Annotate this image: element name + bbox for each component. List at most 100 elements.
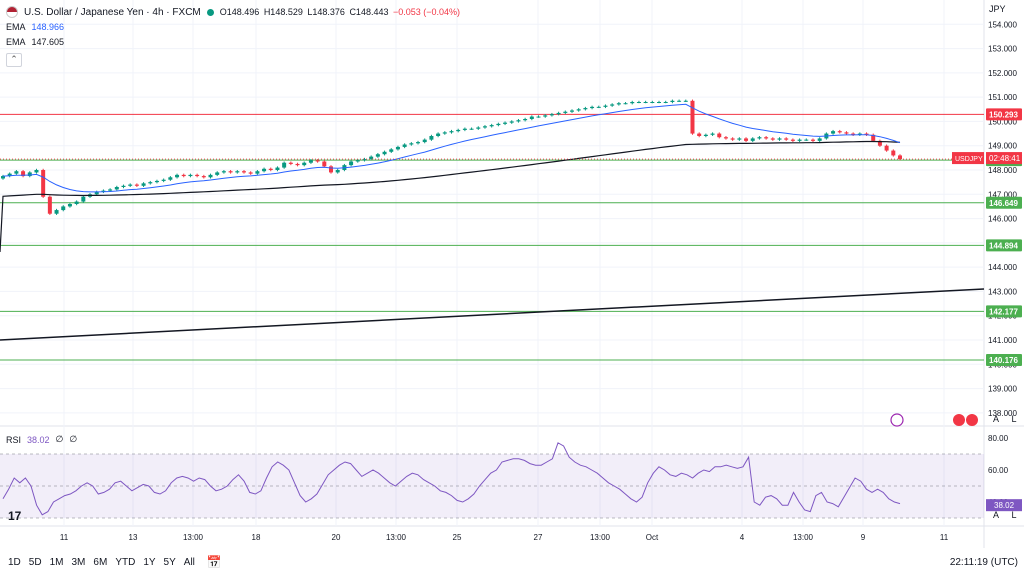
candle-body-86 bbox=[577, 109, 581, 110]
candle-body-89 bbox=[597, 107, 601, 108]
candle-body-121 bbox=[811, 140, 815, 141]
rsi-log-scale-button[interactable]: L bbox=[1008, 509, 1020, 521]
candle-body-60 bbox=[403, 145, 407, 147]
candle-body-47 bbox=[316, 160, 320, 161]
range-1y[interactable]: 1Y bbox=[143, 557, 155, 568]
candle-body-34 bbox=[229, 171, 233, 172]
candle-body-23 bbox=[155, 181, 159, 182]
candle-body-113 bbox=[757, 137, 761, 138]
candle-body-108 bbox=[724, 137, 728, 138]
level-label-5: 140.176 bbox=[989, 356, 1018, 365]
candle-body-81 bbox=[543, 115, 547, 116]
range-5y[interactable]: 5Y bbox=[164, 557, 176, 568]
candle-body-111 bbox=[744, 138, 748, 140]
candle-body-45 bbox=[302, 163, 306, 165]
candle-body-107 bbox=[717, 134, 721, 138]
candle-body-44 bbox=[296, 164, 300, 165]
candle-body-68 bbox=[456, 130, 460, 131]
candle-body-67 bbox=[450, 131, 454, 132]
candle-body-35 bbox=[235, 171, 239, 172]
legend-symbol-row: U.S. Dollar / Japanese Yen · 4h · FXCM O… bbox=[6, 6, 462, 18]
utc-clock[interactable]: 22:11:19 (UTC) bbox=[950, 557, 1018, 568]
candle-body-100 bbox=[670, 101, 674, 102]
candle-body-12 bbox=[81, 197, 85, 202]
candle-body-74 bbox=[496, 124, 500, 125]
time-tick-2: 13:00 bbox=[183, 533, 204, 542]
candle-body-76 bbox=[510, 121, 514, 122]
candle-body-69 bbox=[463, 129, 467, 130]
rsi-auto-scale-button[interactable]: A bbox=[990, 509, 1002, 521]
candle-body-30 bbox=[202, 176, 206, 177]
candle-body-50 bbox=[336, 170, 340, 172]
ema1-label: EMA bbox=[6, 22, 26, 32]
candle-body-64 bbox=[429, 136, 433, 140]
candle-body-82 bbox=[550, 114, 554, 115]
range-3m[interactable]: 3M bbox=[72, 557, 86, 568]
candle-body-40 bbox=[269, 169, 273, 170]
candle-body-93 bbox=[624, 103, 628, 104]
time-tick-12: 9 bbox=[861, 533, 866, 542]
range-1m[interactable]: 1M bbox=[50, 557, 64, 568]
price-tick-1: 153.000 bbox=[988, 45, 1017, 54]
candle-body-72 bbox=[483, 126, 487, 127]
candle-body-88 bbox=[590, 107, 594, 108]
candle-body-79 bbox=[530, 117, 534, 119]
rsi-tick-1: 60.00 bbox=[988, 466, 1009, 475]
auto-scale-button[interactable]: A bbox=[990, 413, 1002, 425]
candle-body-80 bbox=[537, 117, 541, 118]
candle-body-59 bbox=[396, 147, 400, 149]
candle-body-7 bbox=[48, 197, 52, 214]
collapse-legend-button[interactable]: ⌃ bbox=[6, 53, 22, 67]
candle-body-22 bbox=[148, 182, 152, 183]
calendar-icon[interactable]: 📅 bbox=[207, 555, 222, 569]
price-tick-15: 139.000 bbox=[988, 385, 1017, 394]
candle-body-10 bbox=[68, 204, 72, 206]
candle-body-6 bbox=[41, 170, 45, 197]
event-jpy-flag-icon bbox=[966, 414, 978, 426]
currency-label[interactable]: JPY bbox=[989, 4, 1006, 14]
level-label-3: 144.894 bbox=[989, 241, 1018, 250]
candle-body-58 bbox=[389, 149, 393, 151]
candle-body-24 bbox=[162, 180, 166, 181]
candle-body-104 bbox=[697, 134, 701, 136]
legend-ema2[interactable]: EMA 147.605 bbox=[6, 37, 64, 47]
candle-body-61 bbox=[409, 143, 413, 144]
candle-body-134 bbox=[898, 155, 902, 159]
candle-body-96 bbox=[644, 102, 648, 103]
range-ytd[interactable]: YTD bbox=[115, 557, 135, 568]
log-scale-button[interactable]: L bbox=[1008, 413, 1020, 425]
price-tick-3: 151.000 bbox=[988, 93, 1017, 102]
range-all[interactable]: All bbox=[184, 557, 195, 568]
trendline-lower bbox=[0, 289, 984, 340]
countdown-text: 02:48:41 bbox=[989, 154, 1021, 163]
candle-body-48 bbox=[322, 162, 326, 167]
candle-body-78 bbox=[523, 119, 527, 120]
candle-body-21 bbox=[142, 183, 146, 185]
ohlc-open: O148.496 bbox=[220, 7, 260, 17]
range-1d[interactable]: 1D bbox=[8, 557, 21, 568]
candle-body-39 bbox=[262, 169, 266, 171]
candle-body-62 bbox=[416, 142, 420, 143]
time-tick-1: 13 bbox=[129, 533, 138, 542]
candle-body-8 bbox=[55, 210, 59, 214]
candle-body-46 bbox=[309, 160, 313, 162]
event-lightning-icon bbox=[891, 414, 903, 426]
range-5d[interactable]: 5D bbox=[29, 557, 42, 568]
legend-ema1[interactable]: EMA 148.966 bbox=[6, 22, 64, 32]
ohlc-change: −0.053 (−0.04%) bbox=[393, 7, 460, 17]
candle-body-97 bbox=[650, 102, 654, 103]
symbol-title[interactable]: U.S. Dollar / Japanese Yen · 4h · FXCM bbox=[24, 7, 201, 18]
price-tick-5: 149.000 bbox=[988, 142, 1017, 151]
time-tick-0: 11 bbox=[60, 533, 69, 542]
price-tick-8: 146.000 bbox=[988, 215, 1017, 224]
candle-body-95 bbox=[637, 102, 641, 103]
candle-body-71 bbox=[476, 128, 480, 129]
candle-body-85 bbox=[570, 111, 574, 112]
candle-body-118 bbox=[791, 140, 795, 141]
candle-body-83 bbox=[557, 113, 561, 114]
range-6m[interactable]: 6M bbox=[93, 557, 107, 568]
candle-body-32 bbox=[215, 172, 219, 174]
candle-body-9 bbox=[61, 206, 65, 210]
